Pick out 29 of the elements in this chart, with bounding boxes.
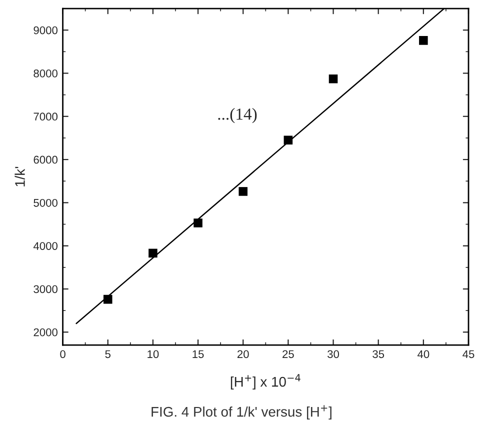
point — [194, 218, 202, 228]
y-tick-label: 2000 — [34, 328, 58, 336]
x-tick-label: 45 — [462, 350, 474, 358]
x-axis-title: [H$^{+}$] x 10$^{−4}$ — [230, 374, 300, 390]
y-tick-label: 5000 — [34, 198, 58, 207]
y-tick-label: 3000 — [34, 285, 58, 294]
point — [284, 136, 293, 145]
x-tick-label: 35 — [372, 350, 384, 358]
point — [419, 36, 428, 45]
x-tick-label: 25 — [282, 350, 294, 358]
x-tick-label: 15 — [192, 350, 204, 358]
point — [328, 74, 338, 84]
text: FIG. 4 Plot of 1/k' versus [H$^{+}$] — [152, 405, 332, 420]
y-tick-label: 6000 — [34, 156, 58, 164]
x-tick-label: 10 — [148, 350, 159, 358]
y-tick-label: 9000 — [34, 26, 58, 34]
x-tick-label: 5 — [105, 350, 110, 358]
point — [103, 294, 112, 304]
point — [238, 187, 248, 196]
y-tick-label: 8000 — [34, 70, 58, 78]
y-tick-label: 4000 — [33, 242, 58, 250]
x-tick-label: 30 — [328, 350, 340, 358]
y-axis-title: 1/k' — [14, 166, 25, 186]
point — [148, 248, 158, 258]
x-tick-label: 20 — [237, 350, 249, 358]
y-tick-label: 7000 — [34, 112, 58, 121]
annotation: ...(14) — [218, 108, 257, 124]
x-tick-label: 40 — [418, 350, 430, 358]
x-tick-label: 0 — [60, 350, 66, 358]
